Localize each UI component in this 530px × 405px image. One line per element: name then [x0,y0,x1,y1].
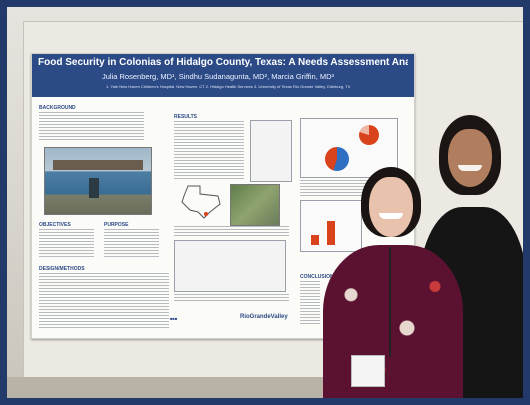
house-roof [53,160,143,170]
bar-chart-panel [300,200,362,252]
section-background-title: BACKGROUND [39,105,76,111]
logo-riograndevalley: RioGrandeValley [240,314,288,320]
face [448,129,492,187]
name-badge [351,355,385,387]
poster-title: Food Security in Colonias of Hidalgo Cou… [38,57,408,68]
methods-text [39,273,169,328]
poster-authors: Julia Rosenberg, MD¹, Sindhu Sudanagunta… [102,72,335,81]
conclusions-text [300,281,320,326]
poster-header: Food Security in Colonias of Hidalgo Cou… [32,54,414,97]
house-door [89,178,99,198]
section-conclusions-title: CONCLUSIONS [300,274,337,280]
background-text [39,112,144,142]
lanyard [389,247,391,357]
table-caption [174,294,289,302]
house-photo [44,147,152,215]
smile [458,165,482,171]
patterned-dress [323,245,463,398]
satellite-map [230,184,280,226]
pie-chart-blue [325,147,349,171]
figure-caption [174,226,289,236]
bar-2 [327,221,335,245]
texas-map-icon [181,185,221,219]
face [369,177,413,237]
smile [379,213,403,219]
section-purpose-title: PURPOSE [104,222,129,228]
poster-affiliations: 1. Yale New Haven Children's Hospital, N… [106,84,351,89]
results-table-small [250,120,292,182]
section-methods-title: DESIGN/METHODS [39,266,85,272]
objectives-text [39,229,94,259]
results-text [174,121,244,181]
section-objectives-title: OBJECTIVES [39,222,71,228]
pie-chart-red [359,125,379,145]
purpose-text [104,229,159,259]
bar-1 [311,235,319,245]
logo-left: ■■■ [170,316,178,321]
results-table-large [174,240,286,292]
sponsor-logos: ■■■ RioGrandeValley [170,308,300,330]
section-results-title: RESULTS [174,114,197,120]
person-left [319,165,469,398]
